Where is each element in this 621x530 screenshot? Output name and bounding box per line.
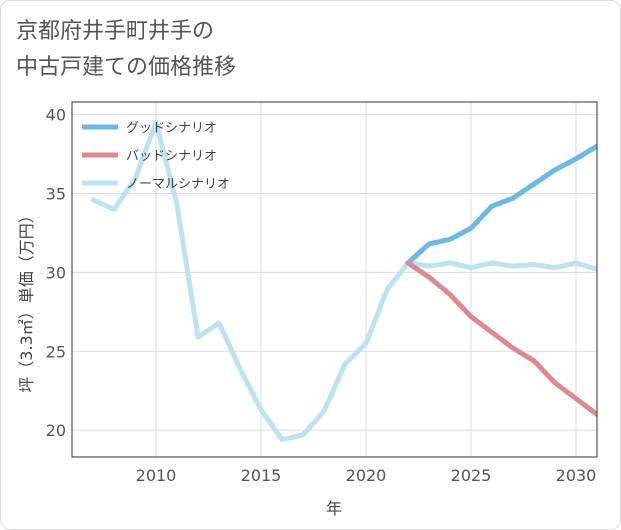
grid — [72, 102, 597, 457]
legend-label: バッドシナリオ — [126, 149, 217, 164]
series-lines — [90, 120, 597, 443]
legend-label: グッドシナリオ — [126, 121, 217, 136]
y-tick-label: 30 — [46, 263, 66, 282]
x-tick-label: 2030 — [556, 466, 597, 485]
plot-area-border — [71, 101, 598, 458]
x-tick-label: 2015 — [241, 466, 282, 485]
x-tick-label: 2025 — [451, 466, 492, 485]
x-tick-label: 2010 — [136, 466, 177, 485]
series-line-2 — [405, 260, 597, 417]
y-tick-label: 20 — [46, 421, 66, 440]
chart-title-line-2: 中古戸建ての価格推移 — [16, 55, 237, 80]
series-line-1 — [405, 143, 597, 266]
series-line-0 — [90, 120, 597, 443]
y-tick-label: 40 — [46, 106, 66, 125]
y-tick-label: 25 — [46, 342, 66, 361]
y-axis-title: 坪（3.3㎡）単価（万円） — [17, 207, 36, 392]
x-tick-label: 2020 — [346, 466, 387, 485]
chart-title-line-1: 京都府井手町井手の — [16, 19, 215, 44]
legend-label: ノーマルシナリオ — [126, 177, 230, 192]
x-axis-title: 年 — [326, 499, 342, 518]
y-tick-label: 35 — [46, 185, 66, 204]
chart-title: 京都府井手町井手の 中古戸建ての価格推移 — [16, 14, 236, 86]
